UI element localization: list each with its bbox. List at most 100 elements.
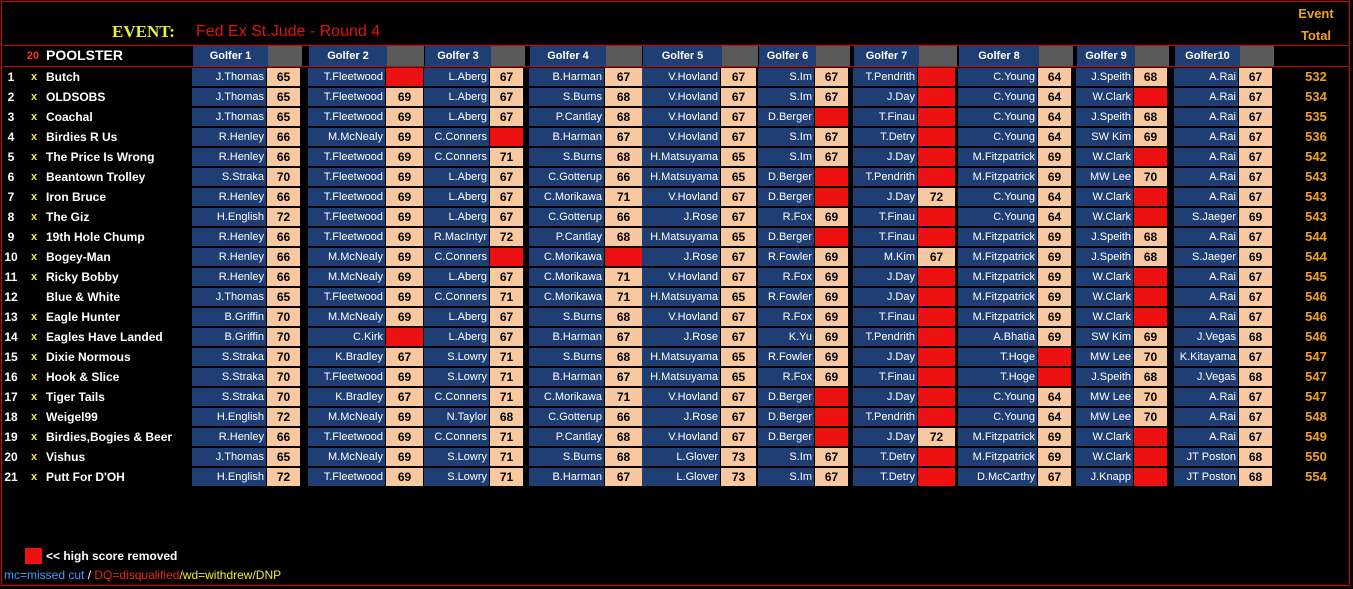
golfer-name: V.Hovland bbox=[642, 188, 720, 206]
golfer-name: M.Fitzpatrick bbox=[958, 428, 1037, 446]
event-total-value: 535 bbox=[1305, 109, 1327, 124]
golfer-name: JT Poston bbox=[1174, 468, 1238, 486]
golfer-name: A.Rai bbox=[1174, 408, 1238, 426]
golfer-score: 67 bbox=[490, 208, 523, 226]
golfer-name: M.McNealy bbox=[308, 308, 385, 326]
table-row: 3 x Coachal J.Thomas 65 T.Fleetwood 69 L.Aberg 6… bbox=[0, 107, 1353, 127]
event-total-value: 548 bbox=[1305, 409, 1327, 424]
golfer-name: L.Aberg bbox=[424, 208, 489, 226]
golfer-name: T.Fleetwood bbox=[308, 108, 385, 126]
golfer-score: 69 bbox=[386, 408, 423, 426]
golfer-score: 65 bbox=[721, 368, 756, 386]
golfer-name: A.Rai bbox=[1174, 108, 1238, 126]
golfer-score: 67 bbox=[1239, 228, 1272, 246]
event-total-value: 543 bbox=[1305, 189, 1327, 204]
removed-score-cell bbox=[1038, 348, 1071, 366]
table-row: 9 x 19th Hole Chump R.Henley 66 T.Fleetwood 69… bbox=[0, 227, 1353, 247]
golfer-header-score-slot bbox=[816, 46, 850, 66]
golfer-name: N.Taylor bbox=[424, 408, 489, 426]
golfer-name: C.Conners bbox=[424, 248, 489, 266]
golfer-name: H.English bbox=[192, 208, 266, 226]
row-rank: 12 bbox=[4, 290, 18, 304]
golfer-score: 69 bbox=[1038, 228, 1071, 246]
row-rank: 17 bbox=[4, 390, 18, 404]
golfer-name: S.Lowry bbox=[424, 448, 489, 466]
table-row: 1 x Butch J.Thomas 65 T.Fleetwood L.Aberg 67 B.H… bbox=[0, 67, 1353, 87]
golfer-name: T.Hoge bbox=[958, 348, 1037, 366]
golfer-header-label: Golfer10 bbox=[1185, 50, 1230, 62]
golfer-score: 67 bbox=[721, 68, 756, 86]
golfer-name: A.Rai bbox=[1174, 228, 1238, 246]
golfer-name: P.Cantlay bbox=[529, 228, 604, 246]
golfer-score: 69 bbox=[386, 368, 423, 386]
golfer-name: J.Speith bbox=[1076, 248, 1133, 266]
golfer-name: MW Lee bbox=[1076, 168, 1133, 186]
golfer-score: 70 bbox=[1134, 408, 1167, 426]
golfer-name: M.Fitzpatrick bbox=[958, 448, 1037, 466]
golfer-score: 69 bbox=[386, 308, 423, 326]
row-marker: x bbox=[30, 171, 38, 183]
golfer-score: 67 bbox=[1239, 268, 1272, 286]
removed-score-cell bbox=[815, 228, 848, 246]
golfer-score: 68 bbox=[1134, 368, 1167, 386]
status-legend: mc=missed cut / DQ=disqualified/wd=withd… bbox=[4, 567, 281, 583]
golfer-score: 68 bbox=[605, 308, 642, 326]
golfer-score: 67 bbox=[1239, 348, 1272, 366]
golfer-score: 67 bbox=[815, 68, 848, 86]
golfer-header-score-slot bbox=[1240, 46, 1274, 66]
golfer-name: S.Straka bbox=[192, 348, 266, 366]
event-total-value: 544 bbox=[1305, 229, 1327, 244]
golfer-name: D.Berger bbox=[758, 228, 814, 246]
row-rank: 13 bbox=[4, 310, 18, 324]
golfer-score: 72 bbox=[490, 228, 523, 246]
row-marker: x bbox=[30, 311, 38, 323]
removed-score-cell bbox=[386, 68, 423, 86]
golfer-name: D.Berger bbox=[758, 108, 814, 126]
golfer-name: W.Clark bbox=[1076, 88, 1133, 106]
golfer-name: B.Harman bbox=[529, 328, 604, 346]
golfer-name: C.Gotterup bbox=[529, 408, 604, 426]
golfer-name: J.Knapp bbox=[1076, 468, 1133, 486]
golfer-name: T.Finau bbox=[853, 208, 917, 226]
golfer-name: A.Rai bbox=[1174, 308, 1238, 326]
golfer-score: 68 bbox=[490, 408, 523, 426]
golfer-name: M.Fitzpatrick bbox=[958, 268, 1037, 286]
golfer-name: C.Morikawa bbox=[529, 268, 604, 286]
golfer-header-label: Golfer 8 bbox=[978, 50, 1020, 62]
golfer-name: J.Speith bbox=[1076, 68, 1133, 86]
poolster-name: Tiger Tails bbox=[46, 390, 105, 404]
poolster-name: 19th Hole Chump bbox=[46, 230, 145, 244]
golfer-name: A.Rai bbox=[1174, 268, 1238, 286]
golfer-score: 72 bbox=[267, 208, 300, 226]
table-row: 5 x The Price Is Wrong R.Henley 66 T.Fleetwoo… bbox=[0, 147, 1353, 167]
golfer-score: 69 bbox=[386, 448, 423, 466]
golfer-score: 67 bbox=[918, 248, 955, 266]
golfer-name: T.Fleetwood bbox=[308, 188, 385, 206]
golfer-score: 66 bbox=[267, 268, 300, 286]
golfer-score: 72 bbox=[267, 468, 300, 486]
poolster-name: Beantown Trolley bbox=[46, 170, 146, 184]
golfer-score: 64 bbox=[1038, 388, 1071, 406]
row-marker: x bbox=[30, 351, 38, 363]
golfer-name: S.Lowry bbox=[424, 468, 489, 486]
event-total-value: 547 bbox=[1305, 389, 1327, 404]
golfer-name: J.Rose bbox=[642, 328, 720, 346]
golfer-score: 67 bbox=[1239, 408, 1272, 426]
golfer-score: 68 bbox=[605, 228, 642, 246]
removed-score-cell bbox=[1134, 148, 1167, 166]
row-marker: x bbox=[30, 151, 38, 163]
golfer-name: W.Clark bbox=[1076, 288, 1133, 306]
poolster-name: Putt For D'OH bbox=[46, 470, 125, 484]
table-row: 10 x Bogey-Man R.Henley 66 M.McNealy 69 C.Conne… bbox=[0, 247, 1353, 267]
golfer-name: J.Day bbox=[853, 428, 917, 446]
table-row: 19 x Birdies,Bogies & Beer R.Henley 66 T.Flee… bbox=[0, 427, 1353, 447]
table-row: 8 x The Giz H.English 72 T.Fleetwood 69 L.Aberg… bbox=[0, 207, 1353, 227]
golfer-score: 67 bbox=[1239, 168, 1272, 186]
golfer-score: 67 bbox=[1038, 468, 1071, 486]
removed-score-cell bbox=[815, 408, 848, 426]
golfer-score: 69 bbox=[386, 168, 423, 186]
golfer-name: MW Lee bbox=[1076, 348, 1133, 366]
header-bottom-line bbox=[4, 66, 1348, 67]
golfer-name: S.Jaeger bbox=[1174, 208, 1238, 226]
golfer-header-6: Golfer 6 bbox=[758, 46, 850, 66]
